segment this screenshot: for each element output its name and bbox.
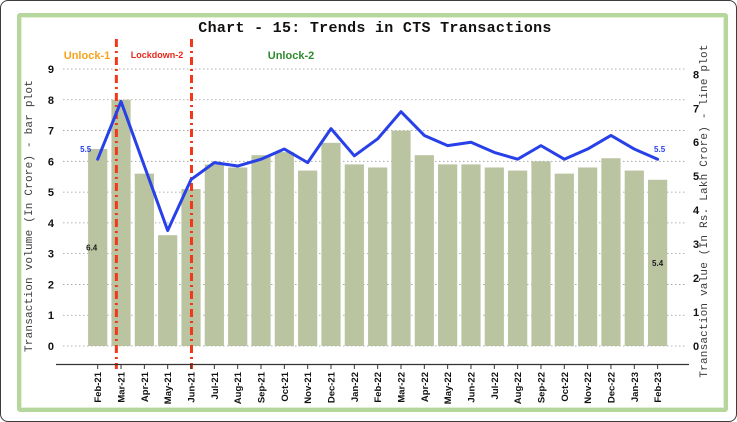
x-tick-label-Feb-22: Feb-22 <box>373 372 384 403</box>
x-tick-label-Jun-21: Jun-21 <box>187 371 198 402</box>
right-axis-tick-label: 8 <box>693 69 699 81</box>
x-tick-label-May-21: May-21 <box>163 371 174 404</box>
bar-Nov-22 <box>578 167 598 346</box>
left-axis-tick-label: 9 <box>48 64 54 76</box>
x-tick-label-Aug-22: Aug-22 <box>513 372 524 404</box>
chart-layers: 0 1 2 3 4 5 6 7 8 9 0 1 2 3 4 5 6 7 8 6.4 5.4 5.5 5.5 Feb-21 Mar… <box>48 39 700 404</box>
right-axis-tick-label: 1 <box>693 307 699 319</box>
data-label-bar-Feb-21: 6.4 <box>86 244 98 253</box>
x-tick-label-Jul-21: Jul-21 <box>210 371 221 399</box>
x-tick-label-Feb-23: Feb-23 <box>653 372 664 403</box>
bar-Sep-22 <box>531 161 551 346</box>
x-tick-label-Jul-22: Jul-22 <box>490 372 501 399</box>
annotation-unlock-2: Unlock-2 <box>268 50 314 62</box>
bar-Mar-22 <box>391 130 411 346</box>
bar-Feb-23 <box>648 179 668 346</box>
chart-title: Chart - 15: Trends in CTS Transactions <box>198 20 551 37</box>
data-label-line-Feb-23: 5.5 <box>654 145 666 154</box>
left-axis-tick-label: 4 <box>48 218 55 230</box>
bar-Jul-21 <box>204 164 224 346</box>
bar-Oct-22 <box>554 173 574 346</box>
bar-Jan-23 <box>624 170 644 346</box>
bar-Feb-22 <box>368 167 388 346</box>
right-axis-tick-label: 7 <box>693 103 699 115</box>
data-label-bar-Feb-23: 5.4 <box>652 259 664 268</box>
left-axis-tick-label: 1 <box>48 310 54 322</box>
annotation-unlock-1: Unlock-1 <box>64 50 110 62</box>
x-tick-label-Jan-22: Jan-22 <box>350 372 361 402</box>
bar-Dec-21 <box>321 142 341 346</box>
x-tick-label-Oct-22: Oct-22 <box>560 372 571 402</box>
bar-May-21 <box>158 235 178 346</box>
right-axis-tick-label: 4 <box>693 205 700 217</box>
left-axis-tick-label: 0 <box>48 341 54 353</box>
left-axis-tick-label: 5 <box>48 187 54 199</box>
annotation-lockdown-2: Lockdown-2 <box>131 50 184 60</box>
bar-Aug-22 <box>508 170 528 346</box>
x-tick-label-Mar-22: Mar-22 <box>396 372 407 403</box>
x-tick-label-Nov-21: Nov-21 <box>303 371 314 403</box>
left-axis-tick-label: 6 <box>48 156 54 168</box>
left-axis-tick-label: 3 <box>48 249 54 261</box>
bar-Feb-21 <box>88 149 108 346</box>
bar-Nov-21 <box>298 170 318 346</box>
x-tick-label-Jan-23: Jan-23 <box>630 372 641 402</box>
trend-line <box>96 99 660 233</box>
bar-Sep-21 <box>251 155 271 346</box>
bar-Jul-22 <box>484 167 504 346</box>
data-label-line-Feb-21: 5.5 <box>80 145 92 154</box>
x-tick-label-Dec-22: Dec-22 <box>606 372 617 403</box>
x-tick-label-Jun-22: Jun-22 <box>466 372 477 403</box>
x-tick-label-Feb-21: Feb-21 <box>93 371 104 402</box>
bar-May-22 <box>438 164 458 346</box>
right-axis-tick-label: 2 <box>693 273 699 285</box>
bar-Aug-21 <box>228 167 248 346</box>
x-tick-label-Apr-22: Apr-22 <box>420 372 431 402</box>
x-tick-label-Oct-21: Oct-21 <box>280 371 291 401</box>
right-axis-tick-label: 3 <box>693 239 699 251</box>
x-tick-label-Nov-22: Nov-22 <box>583 372 594 404</box>
bar-Oct-21 <box>274 152 294 346</box>
left-axis-title: Transaction volume (In Crore) - bar plot <box>24 80 36 352</box>
x-tick-label-May-22: May-22 <box>443 372 454 404</box>
x-tick-label-Dec-21: Dec-21 <box>327 371 338 403</box>
x-tick-label-Sep-21: Sep-21 <box>257 371 268 403</box>
bar-Jun-22 <box>461 164 481 346</box>
left-axis-tick-label: 8 <box>48 95 54 107</box>
bar-Dec-22 <box>601 158 621 346</box>
right-axis-tick-label: 6 <box>693 137 699 149</box>
bar-Apr-21 <box>134 173 154 346</box>
bar-Mar-21 <box>111 99 131 346</box>
x-tick-label-Apr-21: Apr-21 <box>140 371 151 402</box>
bar-Apr-22 <box>414 155 434 346</box>
right-axis-tick-label: 0 <box>693 341 699 353</box>
right-axis-tick-label: 5 <box>693 171 699 183</box>
x-tick-label-Aug-21: Aug-21 <box>233 371 244 404</box>
x-tick-label-Sep-22: Sep-22 <box>536 372 547 403</box>
bar-Jan-22 <box>344 164 364 346</box>
left-axis-tick-label: 2 <box>48 279 54 291</box>
x-tick-label-Mar-21: Mar-21 <box>117 371 128 402</box>
left-axis-tick-label: 7 <box>48 126 54 138</box>
right-axis-title: Transaction value (In Rs. Lakh Crore) - … <box>699 44 711 377</box>
